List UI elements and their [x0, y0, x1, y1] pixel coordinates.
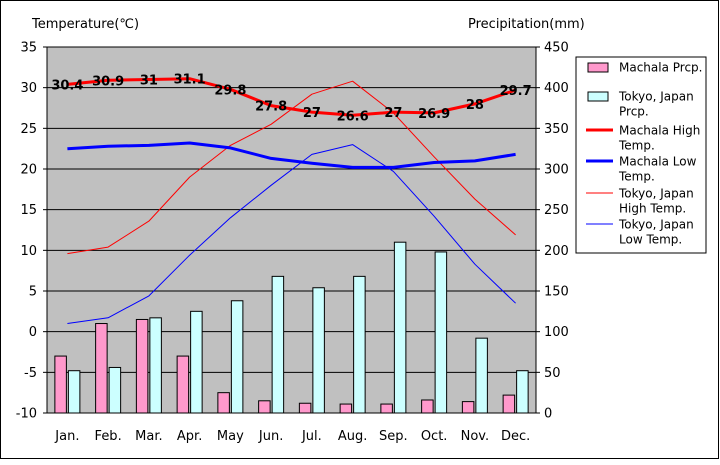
month-label: Feb.: [95, 429, 122, 444]
machala-high-value-label: 31: [140, 74, 158, 89]
machala-high-value-label: 29.8: [214, 83, 246, 98]
right-tick-label: 200: [544, 244, 569, 259]
tokyo-prcp-bar: [475, 337, 488, 414]
tokyo-low-line: [67, 144, 516, 324]
machala-prcp-bar: [258, 400, 271, 414]
machala-prcp-bar: [135, 318, 149, 414]
month-label: Sep.: [379, 429, 408, 444]
machala-prcp-bar: [298, 402, 312, 414]
month-label: Nov.: [461, 429, 490, 444]
right-tick-label: 100: [544, 325, 569, 340]
machala-high-value-label: 28: [466, 98, 484, 113]
tokyo-prcp-bar: [516, 370, 529, 414]
right-tick-label: 350: [544, 122, 569, 137]
tokyo-prcp-bar: [434, 251, 448, 414]
legend-label: Tokyo, Japan Low Temp.: [618, 218, 694, 247]
machala-prcp-bar: [217, 392, 230, 414]
legend-label: Tokyo, Japan High Temp.: [618, 187, 694, 216]
tokyo-prcp-bar: [271, 275, 285, 414]
machala-high-value-label: 27: [384, 106, 402, 121]
left-tick-label: 20: [20, 163, 37, 178]
right-tick-label: 300: [544, 163, 569, 178]
tokyo-prcp-bar: [353, 275, 366, 414]
legend: Machala Prcp. Tokyo, Japan Prcp. Machala Hi…: [575, 56, 707, 254]
machala-high-value-label: 27: [303, 106, 321, 121]
legend-swatch: [587, 62, 609, 73]
right-tick-label: 450: [544, 41, 569, 56]
machala-prcp-bar: [380, 403, 393, 414]
tokyo-prcp-bar: [312, 287, 325, 414]
legend-label: Machala High Temp.: [618, 124, 700, 153]
right-tick-label: 400: [544, 81, 569, 96]
month-label: Mar.: [135, 429, 162, 444]
machala-high-value-label: 29.7: [500, 84, 532, 99]
legend-label: Tokyo, Japan Prcp.: [618, 90, 694, 119]
tokyo-prcp-bar: [108, 366, 122, 414]
plot-background: [46, 46, 537, 414]
machala-high-value-label: 26.6: [337, 109, 369, 124]
machala-high-value-label: 27.8: [255, 100, 287, 115]
month-label: May: [217, 429, 244, 444]
machala-prcp-bar: [176, 355, 190, 414]
machala-prcp-bar: [421, 399, 434, 414]
tokyo-prcp-bar: [230, 300, 244, 414]
plot-area: 35302520151050-5-10450400350300250200150…: [16, 41, 569, 445]
tokyo-prcp-bar: [190, 310, 203, 414]
month-label: Apr.: [177, 429, 202, 444]
tokyo-prcp-bar: [67, 370, 81, 414]
month-label: Dec.: [501, 429, 530, 444]
legend-box: [575, 56, 707, 254]
machala-prcp-bar: [461, 401, 475, 414]
machala-low-line: [67, 141, 516, 169]
left-axis-title: Temperature(℃): [31, 17, 139, 32]
tokyo-prcp-bar: [393, 241, 407, 414]
machala-high-value-label: 31.1: [174, 73, 206, 88]
month-label: Jan.: [54, 429, 79, 444]
month-label: Jun.: [258, 429, 283, 444]
right-tick-label: 50: [544, 366, 561, 381]
left-tick-label: 5: [29, 285, 37, 300]
right-tick-label: 0: [544, 407, 552, 422]
left-tick-label: 35: [20, 41, 37, 56]
left-tick-label: 10: [20, 244, 37, 259]
month-label: Oct.: [421, 429, 448, 444]
machala-high-value-label: 30.4: [51, 78, 83, 93]
left-tick-label: 30: [20, 81, 37, 96]
legend-label: Machala Prcp.: [619, 61, 703, 75]
machala-prcp-bar: [502, 394, 516, 414]
legend-label: Machala Low Temp.: [618, 155, 697, 184]
machala-prcp-bar: [54, 355, 67, 414]
left-tick-label: -5: [24, 366, 37, 381]
right-axis-title: Precipitation(mm): [468, 17, 585, 32]
machala-high-line: [67, 77, 517, 117]
left-tick-label: 15: [20, 203, 37, 218]
machala-prcp-bar: [339, 403, 353, 414]
month-label: Aug.: [338, 429, 368, 444]
month-label: Jul.: [301, 429, 322, 444]
machala-high-value-label: 26.9: [418, 107, 450, 122]
right-tick-label: 250: [544, 203, 569, 218]
legend-swatch: [587, 91, 609, 102]
left-tick-label: 0: [29, 325, 37, 340]
machala-prcp-bar: [95, 323, 108, 414]
left-tick-label: 25: [20, 122, 37, 137]
tokyo-prcp-bar: [149, 317, 162, 414]
machala-high-value-label: 30.9: [92, 74, 124, 89]
left-tick-label: -10: [16, 407, 37, 422]
right-tick-label: 150: [544, 285, 569, 300]
